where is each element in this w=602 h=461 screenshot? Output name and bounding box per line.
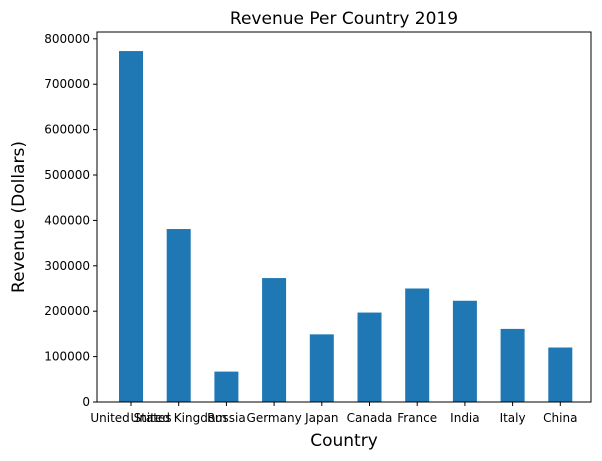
x-tick-label: United Kingdom xyxy=(131,411,227,425)
y-axis-ticks: 0 100000 200000 300000 400000 500000 600000 700… xyxy=(44,32,97,409)
bar xyxy=(452,300,477,402)
bar xyxy=(357,312,382,402)
y-tick-label: 500000 xyxy=(44,168,90,182)
y-tick-label: 800000 xyxy=(44,32,90,46)
bar xyxy=(548,347,573,402)
x-tick-label: Germany xyxy=(247,411,302,425)
bars xyxy=(119,51,573,403)
bar xyxy=(262,278,287,402)
bar xyxy=(119,51,143,403)
y-tick-label: 400000 xyxy=(44,213,90,227)
y-tick-label: 700000 xyxy=(44,77,90,91)
y-axis-label: Revenue (Dollars) xyxy=(9,141,29,293)
chart-title: Revenue Per Country 2019 xyxy=(230,9,458,29)
x-tick-label: China xyxy=(543,411,577,425)
x-tick-label: Russia xyxy=(207,411,246,425)
x-tick-label: Italy xyxy=(500,411,526,425)
bar xyxy=(166,229,191,402)
bar xyxy=(405,288,430,402)
x-tick-label: Japan xyxy=(304,411,338,425)
x-tick-label: Canada xyxy=(347,411,393,425)
bar xyxy=(214,371,239,402)
y-tick-label: 0 xyxy=(82,395,90,409)
x-tick-label: United States xyxy=(90,411,171,425)
x-tick-label: France xyxy=(397,411,437,425)
x-axis-label: Country xyxy=(310,431,378,451)
plot-frame xyxy=(96,31,592,403)
bar xyxy=(500,328,525,402)
bar xyxy=(309,334,334,402)
y-tick-label: 200000 xyxy=(44,304,90,318)
y-tick-label: 300000 xyxy=(44,259,90,273)
y-tick-label: 100000 xyxy=(44,350,90,364)
x-tick-label: India xyxy=(450,411,479,425)
y-tick-label: 600000 xyxy=(44,123,90,137)
